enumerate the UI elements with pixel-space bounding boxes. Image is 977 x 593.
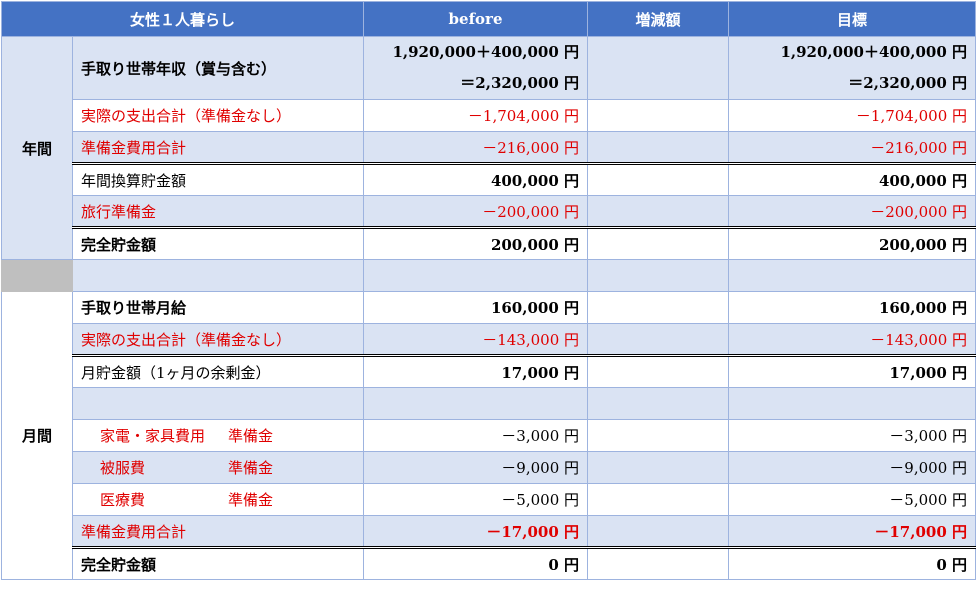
table-row: 準備金費用合計 －17,000 円 －17,000 円: [2, 515, 977, 548]
before-value: 400,000 円: [363, 162, 589, 196]
change-cell: [587, 387, 730, 420]
row-label: 実際の支出合計（準備金なし）: [71, 323, 365, 356]
header-target: 目標: [728, 1, 977, 37]
row-label: 完全貯金額: [71, 546, 365, 580]
change-cell: [587, 483, 730, 516]
before-value: －9,000 円: [363, 451, 589, 484]
target-value: 400,000 円: [728, 162, 977, 196]
change-cell: [587, 451, 730, 484]
row-label: 家電・家具費用 準備金: [71, 419, 365, 452]
before-value: [363, 387, 589, 420]
monthly-section-label: 月間: [1, 291, 73, 580]
before-value: 160,000 円: [363, 291, 589, 324]
row-label: 年間換算貯金額: [71, 162, 365, 196]
before-value: －17,000 円: [363, 515, 589, 548]
annual-income-target: 1,920,000＋400,000 円 ＝2,320,000 円: [728, 36, 977, 100]
table-row: 完全貯金額 0 円 0 円: [2, 546, 977, 580]
table-row: 年間換算貯金額 400,000 円 400,000 円: [2, 162, 977, 196]
table-row: [2, 387, 977, 420]
item-sub: 準備金: [228, 427, 274, 445]
before-line1: 1,920,000＋400,000 円: [392, 43, 580, 61]
target-value: －5,000 円: [728, 483, 977, 516]
target-value: 17,000 円: [728, 354, 977, 388]
target-value: 200,000 円: [728, 226, 977, 260]
item-name: 家電・家具費用: [100, 427, 206, 445]
table-row: 実際の支出合計（準備金なし） －143,000 円 －143,000 円: [2, 323, 977, 356]
before-value: 17,000 円: [363, 354, 589, 388]
annual-income-before: 1,920,000＋400,000 円 ＝2,320,000 円: [363, 36, 589, 100]
row-label: 被服費 準備金: [71, 451, 365, 484]
row-label: 準備金費用合計: [71, 131, 365, 164]
target-value: －216,000 円: [728, 131, 977, 164]
target-line1: 1,920,000＋400,000 円: [780, 43, 968, 61]
row-label: 手取り世帯月給: [71, 291, 365, 324]
change-cell: [587, 291, 730, 324]
target-line2: ＝2,320,000 円: [848, 74, 968, 92]
separator-cell: [363, 259, 589, 292]
row-label: 手取り世帯年収（賞与含む）: [71, 36, 365, 100]
change-cell: [587, 354, 730, 388]
separator-cell: [728, 259, 977, 292]
table-row: 月貯金額（1ヶ月の余剰金） 17,000 円 17,000 円: [2, 354, 977, 388]
table-row: 完全貯金額 200,000 円 200,000 円: [2, 226, 977, 260]
target-value: －3,000 円: [728, 419, 977, 452]
target-value: －143,000 円: [728, 323, 977, 356]
item-name: 医療費: [100, 491, 146, 509]
change-cell: [587, 195, 730, 228]
before-value: 0 円: [363, 546, 589, 580]
target-value: 160,000 円: [728, 291, 977, 324]
header-row: 女性１人暮らし before 増減額 目標: [0, 1, 977, 37]
header-change: 増減額: [587, 1, 730, 37]
annual-section-label: 年間: [1, 36, 73, 260]
budget-table: 女性１人暮らし before 増減額 目標 年間 手取り世帯年収（賞与含む） 1…: [0, 1, 977, 580]
table-row: 実際の支出合計（準備金なし） －1,704,000 円 －1,704,000 円: [2, 99, 977, 132]
change-cell: [587, 131, 730, 164]
row-label: 医療費 準備金: [71, 483, 365, 516]
change-cell: [587, 162, 730, 196]
table-row: 準備金費用合計 －216,000 円 －216,000 円: [2, 131, 977, 164]
change-cell: [587, 419, 730, 452]
target-value: －9,000 円: [728, 451, 977, 484]
separator-cell: [71, 259, 365, 292]
target-value: －17,000 円: [728, 515, 977, 548]
table-row: 被服費 準備金 －9,000 円 －9,000 円: [2, 451, 977, 484]
table-row: 旅行準備金 －200,000 円 －200,000 円: [2, 195, 977, 228]
separator-cell: [1, 259, 73, 292]
before-value: －200,000 円: [363, 195, 589, 228]
before-value: 200,000 円: [363, 226, 589, 260]
change-cell: [587, 546, 730, 580]
before-value: －5,000 円: [363, 483, 589, 516]
before-value: －216,000 円: [363, 131, 589, 164]
row-label: 旅行準備金: [71, 195, 365, 228]
row-label: 完全貯金額: [71, 226, 365, 260]
separator-cell: [587, 259, 730, 292]
table-row: 医療費 準備金 －5,000 円 －5,000 円: [2, 483, 977, 516]
change-cell: [587, 226, 730, 260]
separator-row: [1, 259, 977, 292]
row-label: 月貯金額（1ヶ月の余剰金）: [71, 354, 365, 388]
before-line2: ＝2,320,000 円: [460, 74, 580, 92]
header-title: 女性１人暮らし: [0, 1, 365, 37]
item-sub: 準備金: [228, 459, 274, 477]
change-cell: [587, 323, 730, 356]
table-row: 月間 手取り世帯月給 160,000 円 160,000 円: [1, 291, 977, 580]
change-cell: [587, 515, 730, 548]
target-value: 0 円: [728, 546, 977, 580]
header-before: before: [363, 1, 589, 37]
change-cell: [587, 36, 730, 100]
before-value: －1,704,000 円: [363, 99, 589, 132]
before-value: －3,000 円: [363, 419, 589, 452]
item-sub: 準備金: [228, 491, 274, 509]
item-name: 被服費: [100, 459, 146, 477]
target-value: －1,704,000 円: [728, 99, 977, 132]
change-cell: [587, 99, 730, 132]
row-label: [71, 387, 365, 420]
target-value: －200,000 円: [728, 195, 977, 228]
row-label: 準備金費用合計: [71, 515, 365, 548]
before-value: －143,000 円: [363, 323, 589, 356]
row-label: 実際の支出合計（準備金なし）: [71, 99, 365, 132]
annual-income-row: 年間 手取り世帯年収（賞与含む） 1,920,000＋400,000 円 ＝2,…: [1, 36, 977, 260]
table-row: 家電・家具費用 準備金 －3,000 円 －3,000 円: [2, 419, 977, 452]
target-value: [728, 387, 977, 420]
